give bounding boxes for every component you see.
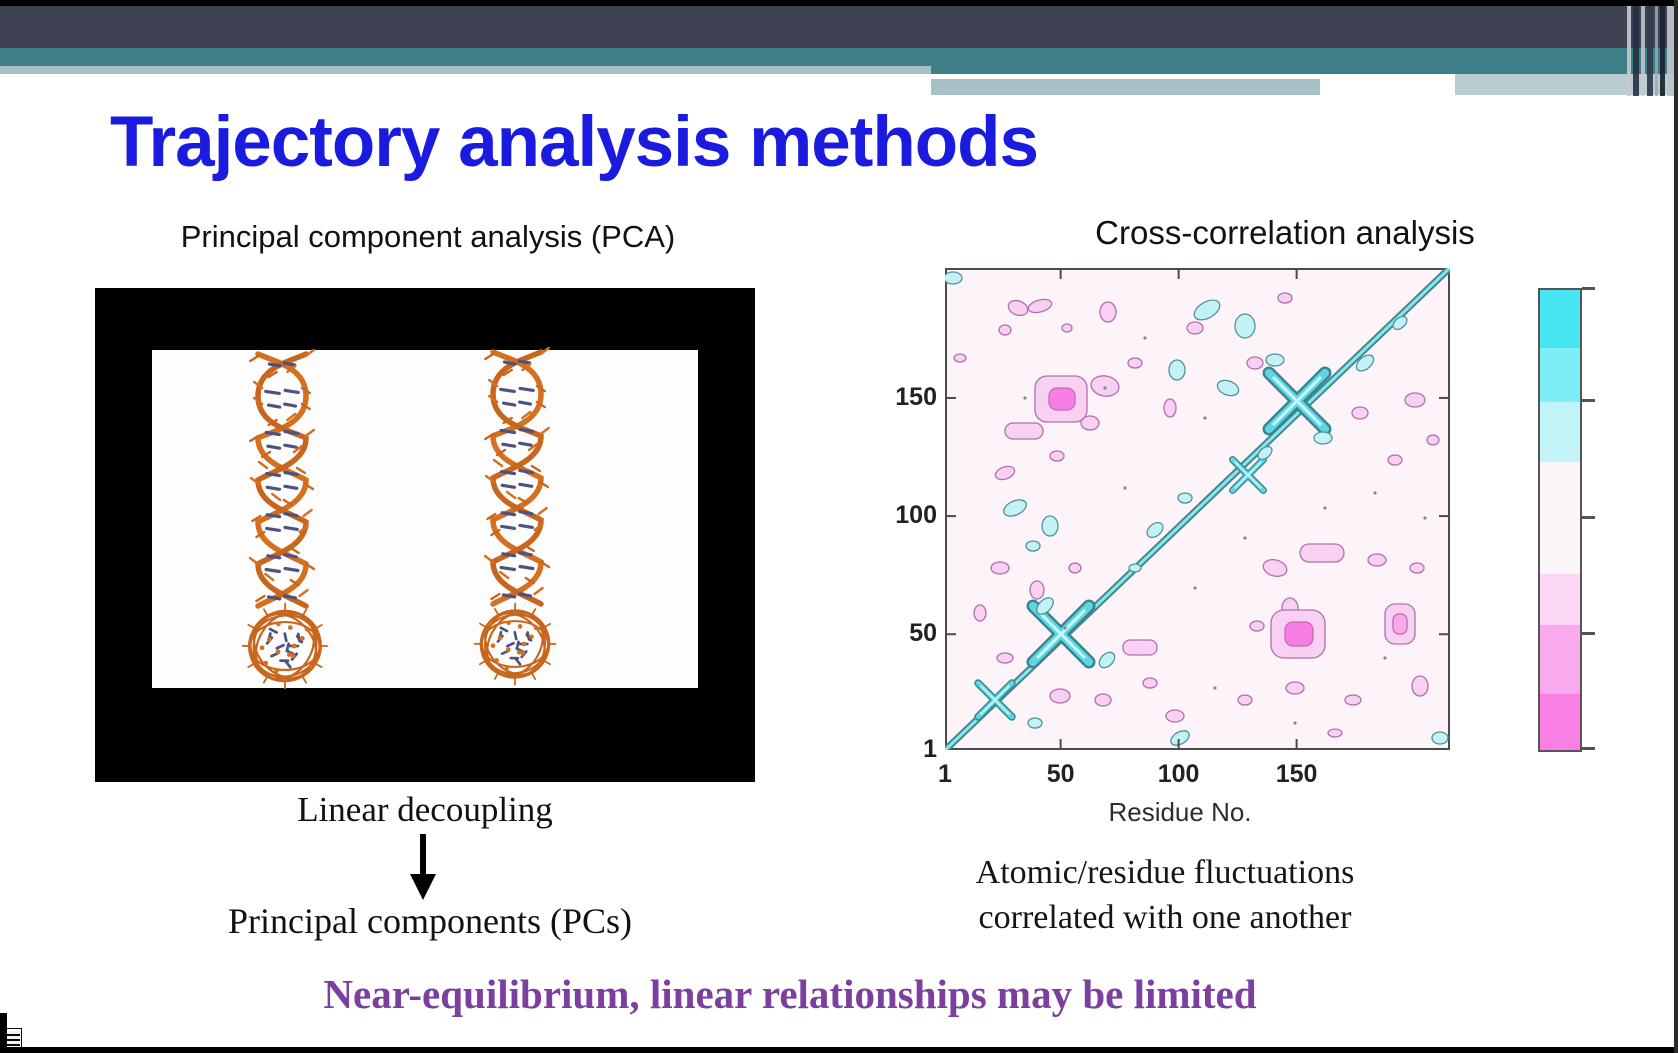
right-edge-bar <box>1674 0 1678 1053</box>
plot-ticks <box>947 270 1448 748</box>
colorbar-segment <box>1540 348 1580 402</box>
bottom-edge-bar <box>0 1047 1678 1053</box>
header-band-sage-left <box>0 66 931 74</box>
x-tick-label: 100 <box>1157 760 1200 788</box>
down-arrow-icon <box>410 834 436 900</box>
pca-flow-label: Linear decoupling <box>297 790 553 829</box>
header-band-sage-right <box>931 79 1320 95</box>
colorbar-segment <box>1540 290 1580 348</box>
correlation-plot <box>945 268 1450 750</box>
crosscorr-heading: Cross-correlation analysis <box>1095 214 1475 251</box>
x-tick-label: 1 <box>938 760 952 788</box>
colorbar-segment <box>1540 574 1580 625</box>
colorbar-segment <box>1540 462 1580 574</box>
colorbar-segment <box>1540 625 1580 694</box>
footer-note: Near-equilibrium, linear relationships m… <box>323 971 1257 1017</box>
header-corner-stripes <box>1627 0 1678 96</box>
x-axis-title: Residue No. <box>1108 797 1252 827</box>
caption-line-1: Atomic/residue fluctuations <box>975 854 1355 891</box>
colorbar-segment <box>1540 402 1580 462</box>
y-tick-label: 50 <box>909 619 937 648</box>
top-edge-bar <box>0 0 1678 6</box>
header-white-stripe <box>931 74 1455 79</box>
caption-line-2: correlated with one another <box>978 899 1352 936</box>
header-band-dark <box>0 5 1678 48</box>
crosscorr-caption: Atomic/residue fluctuations correlated w… <box>930 850 1400 940</box>
x-tick-label: 50 <box>1046 760 1075 788</box>
colorbar-tick <box>1582 398 1595 402</box>
specks <box>1023 336 1427 725</box>
anticorrelation-blobs <box>953 292 1440 738</box>
pca-dna-image <box>95 288 755 782</box>
colorbar-tick <box>1582 287 1595 290</box>
colorbar-tick <box>1582 632 1595 635</box>
correlation-blobs <box>945 271 1449 746</box>
left-edge-bar <box>0 1013 7 1053</box>
y-tick-label: 150 <box>895 382 937 411</box>
colorbar <box>1538 288 1582 752</box>
colorbar-segment <box>1540 694 1580 750</box>
diagonal-band <box>945 268 1450 750</box>
colorbar-tick <box>1582 515 1595 519</box>
x-tick-label: 150 <box>1275 760 1318 788</box>
header-band-teal-right <box>931 66 1678 74</box>
y-tick-label: 1 <box>923 735 937 763</box>
pca-flow-result: Principal components (PCs) <box>228 901 632 941</box>
pca-heading: Principal component analysis (PCA) <box>180 219 676 254</box>
header-band-teal <box>0 48 1678 66</box>
page-title: Trajectory analysis methods <box>110 103 1039 182</box>
header-band-sage-far-right <box>1455 74 1674 95</box>
colorbar-tick <box>1582 747 1595 750</box>
y-tick-label: 100 <box>895 501 937 530</box>
